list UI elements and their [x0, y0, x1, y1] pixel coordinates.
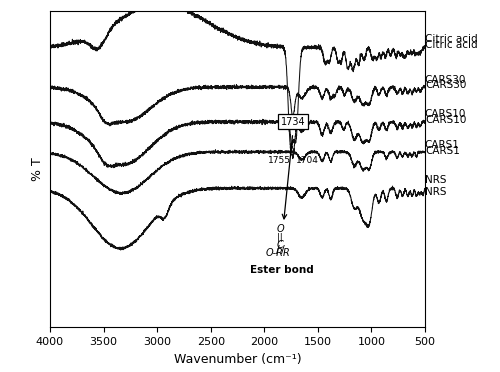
- Text: Ester bond: Ester bond: [250, 265, 314, 275]
- Text: NRS: NRS: [425, 175, 446, 185]
- Text: Citric acid: Citric acid: [425, 35, 478, 44]
- Text: ||: ||: [278, 233, 283, 242]
- Text: 1755: 1755: [268, 155, 290, 164]
- Text: O: O: [276, 224, 284, 234]
- Text: /: /: [281, 246, 285, 256]
- Y-axis label: % T: % T: [32, 157, 44, 181]
- Text: CARS1: CARS1: [425, 146, 460, 156]
- Text: CARS30: CARS30: [425, 80, 467, 90]
- Text: O-R: O-R: [266, 248, 284, 258]
- Text: 1704: 1704: [296, 155, 319, 164]
- Text: CARS10: CARS10: [425, 109, 466, 119]
- X-axis label: Wavenumber (cm⁻¹): Wavenumber (cm⁻¹): [174, 353, 302, 366]
- Text: 1734: 1734: [280, 117, 305, 127]
- Text: CARS1: CARS1: [425, 140, 460, 150]
- Text: /: /: [276, 246, 280, 256]
- Text: NRS: NRS: [425, 187, 446, 197]
- Text: CARS10: CARS10: [425, 115, 467, 125]
- Text: Citric acid: Citric acid: [425, 40, 478, 50]
- Text: C: C: [277, 240, 283, 250]
- Text: CARS30: CARS30: [425, 75, 466, 85]
- Text: R: R: [282, 248, 289, 258]
